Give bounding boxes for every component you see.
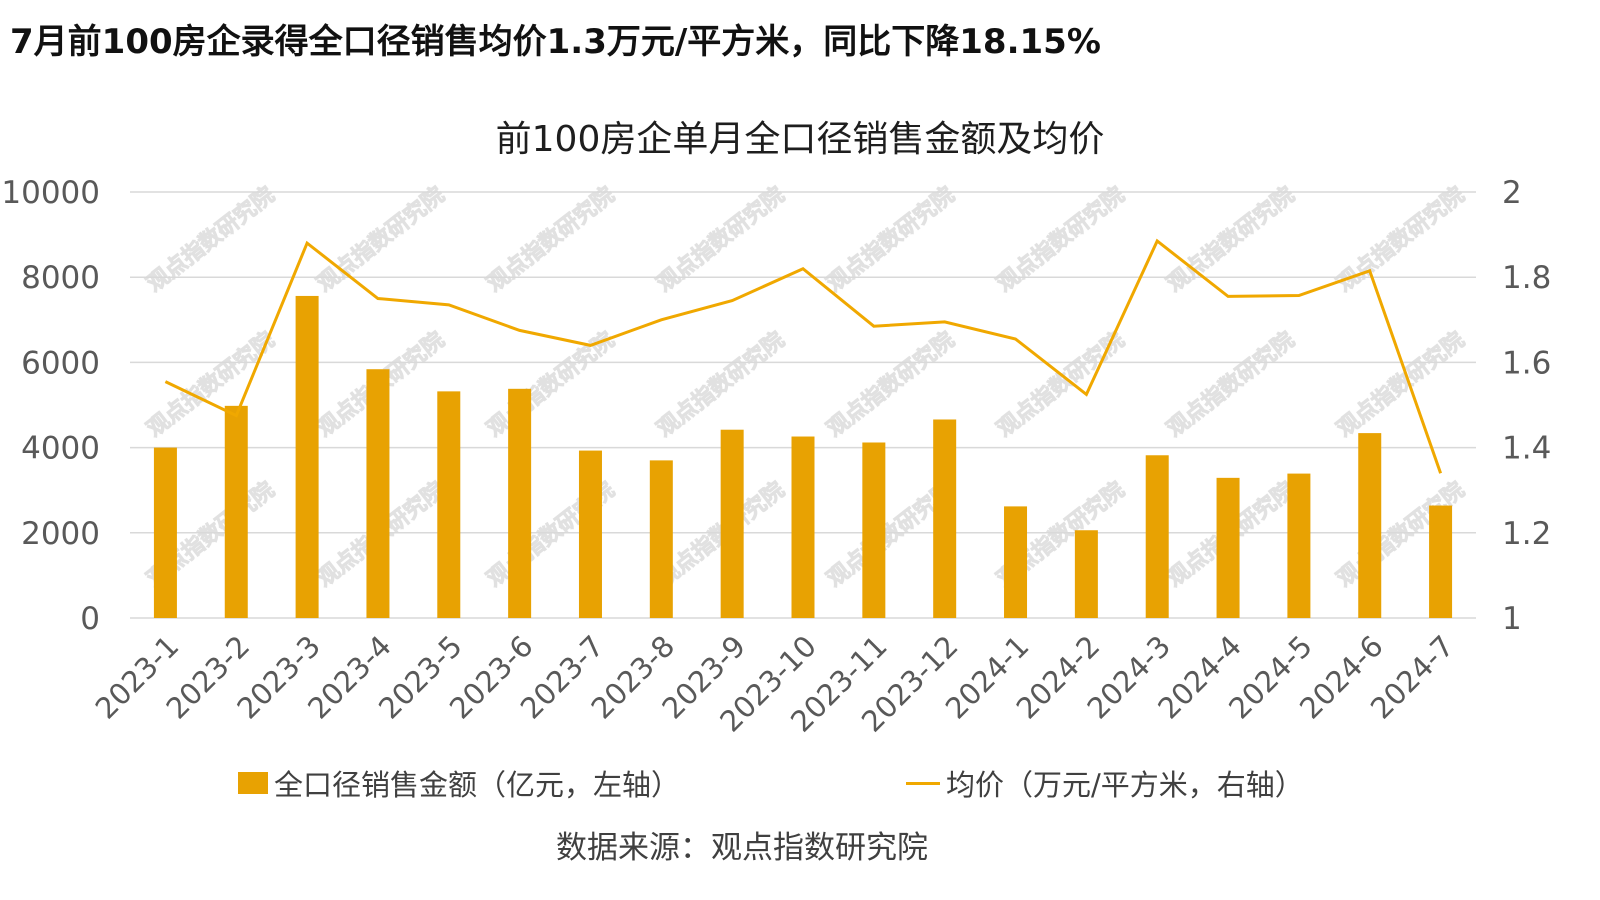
price-line (164, 238, 1443, 474)
y-left-tick-label: 6000 (21, 345, 100, 381)
chart-area: 观点指数研究院 观点指数研究院 观点指数研究院 观点指数研究院 观点指数研究院 观点指数研… (1, 175, 1551, 739)
watermark-text: 观点指数研究院 (142, 182, 279, 297)
y-left-tick-label: 10000 (1, 175, 100, 211)
watermark-text: 观点指数研究院 (1162, 327, 1299, 442)
y-right-tick-label: 1.2 (1502, 516, 1551, 552)
bar (1358, 433, 1382, 618)
watermark-text: 观点指数研究院 (312, 182, 449, 297)
watermark-text: 观点指数研究院 (652, 327, 789, 442)
watermark-text: 观点指数研究院 (1332, 182, 1469, 297)
watermark-text: 观点指数研究院 (142, 327, 279, 442)
watermark-text: 观点指数研究院 (1332, 327, 1469, 442)
bar (1074, 530, 1098, 618)
bar (295, 295, 319, 618)
y-right-tick-label: 1.8 (1502, 260, 1551, 296)
bar-series (153, 295, 1453, 618)
watermark-text: 观点指数研究院 (652, 182, 789, 297)
bar (1004, 506, 1028, 618)
bar (862, 442, 886, 618)
legend-item-line: 均价（万元/平方米，右轴） (906, 762, 1304, 804)
legend: 全口径销售金额（亿元，左轴） 均价（万元/平方米，右轴） (0, 762, 1600, 802)
y-left-tick-label: 4000 (21, 431, 100, 467)
bar (366, 369, 390, 618)
y-left-tick-label: 8000 (21, 260, 100, 296)
y-right-tick-label: 1.4 (1502, 431, 1551, 467)
legend-line-label: 均价（万元/平方米，右轴） (946, 768, 1304, 802)
watermark-text: 观点指数研究院 (482, 182, 619, 297)
bar (720, 429, 744, 618)
y-right-tick-label: 2 (1502, 175, 1522, 211)
gridlines (130, 191, 1476, 619)
bar (791, 436, 815, 618)
bar (649, 460, 673, 618)
watermark-text: 观点指数研究院 (992, 182, 1129, 297)
watermark-text: 观点指数研究院 (822, 182, 959, 297)
bar (224, 405, 248, 618)
chart-title: 前100房企单月全口径销售金额及均价 (495, 119, 1105, 160)
bar (508, 388, 532, 618)
bar (1145, 455, 1169, 618)
legend-bar-label: 全口径销售金额（亿元，左轴） (274, 768, 681, 802)
y-right-tick-label: 1 (1502, 601, 1522, 637)
bar (578, 450, 602, 618)
line-series (164, 238, 1443, 474)
y-right-tick-label: 1.6 (1502, 345, 1551, 381)
bar (933, 419, 957, 618)
bar (153, 447, 177, 618)
y-left-tick-label: 2000 (21, 516, 100, 552)
bar (1216, 477, 1240, 618)
legend-item-bar: 全口径销售金额（亿元，左轴） (238, 762, 680, 804)
bar (437, 391, 461, 618)
source-note: 数据来源：观点指数研究院 (556, 830, 928, 866)
bar (1429, 505, 1453, 618)
legend-bar-swatch (238, 772, 268, 794)
legend-line-swatch (906, 781, 940, 785)
bar (1287, 473, 1311, 618)
y-left-tick-label: 0 (80, 601, 100, 637)
watermark-text: 观点指数研究院 (1162, 182, 1299, 297)
watermark-text: 观点指数研究院 (482, 327, 619, 442)
headline: 7月前100房企录得全口径销售均价1.3万元/平方米，同比下降18.15% (10, 22, 1101, 62)
